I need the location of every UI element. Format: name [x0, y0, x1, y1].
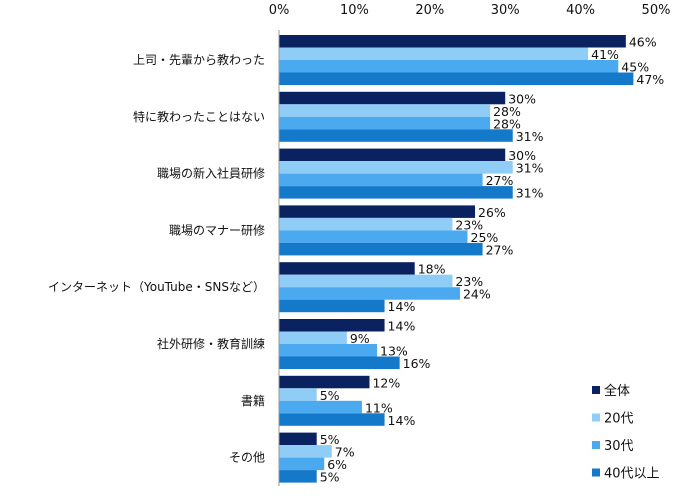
bar [279, 116, 491, 130]
bar [279, 262, 415, 275]
data-label: 45% [621, 60, 649, 75]
bar [279, 413, 385, 426]
category-label: インターネット（YouTube・SNSなど） [48, 280, 265, 294]
bar [279, 400, 362, 414]
legend-swatch [592, 386, 600, 394]
data-label: 28% [493, 104, 521, 119]
category-label: 上司・先輩から教わった [133, 52, 265, 67]
data-label: 41% [591, 47, 619, 62]
data-label: 25% [471, 230, 499, 245]
bar [279, 161, 513, 174]
bar [279, 129, 513, 142]
bar [279, 173, 483, 187]
x-tick-label: 10% [340, 3, 369, 18]
x-tick-label: 50% [642, 3, 671, 18]
data-label: 7% [335, 445, 355, 460]
x-tick-label: 40% [566, 3, 595, 18]
bar [279, 148, 506, 162]
data-label: 14% [388, 319, 416, 334]
legend-swatch [592, 413, 600, 422]
bar [279, 470, 317, 483]
data-label: 31% [516, 186, 544, 201]
data-label: 24% [463, 287, 491, 302]
bar [279, 242, 483, 256]
data-label: 13% [380, 344, 408, 359]
data-label: 6% [327, 457, 347, 472]
category-label: 書籍 [241, 393, 265, 408]
x-tick-label: 30% [491, 3, 520, 18]
data-label: 46% [629, 35, 657, 50]
data-label: 11% [365, 400, 393, 415]
legend-label: 20代 [604, 412, 634, 427]
category-label: 特に教わったことはない [133, 109, 265, 124]
data-label: 12% [372, 375, 400, 390]
data-label: 14% [388, 413, 416, 428]
bar [279, 287, 460, 300]
x-tick-label: 20% [415, 3, 444, 18]
data-label: 5% [320, 470, 340, 485]
data-label: 23% [455, 274, 483, 289]
data-label: 5% [320, 388, 340, 403]
legend-label: 全体 [604, 383, 630, 399]
bar [279, 186, 513, 199]
category-label: 職場の新入社員研修 [157, 166, 265, 181]
data-label: 27% [486, 242, 514, 257]
category-label: 社外研修・教育訓練 [157, 336, 265, 351]
bar [279, 445, 332, 458]
bar [279, 457, 325, 471]
bar [279, 274, 453, 288]
bar [279, 60, 619, 73]
bar [279, 72, 634, 85]
data-label: 14% [388, 299, 416, 314]
data-label: 23% [455, 217, 483, 232]
bar [279, 344, 378, 357]
data-label: 26% [478, 205, 506, 220]
data-label: 30% [508, 148, 536, 163]
bar [279, 375, 370, 389]
bar [279, 331, 347, 344]
bar [279, 356, 400, 369]
legend-swatch [592, 441, 600, 449]
category-label: その他 [229, 451, 265, 465]
bar [279, 230, 468, 243]
bar [279, 91, 506, 105]
data-label: 47% [636, 72, 664, 87]
data-label: 9% [350, 331, 370, 346]
legend-swatch [592, 468, 600, 477]
data-label: 5% [320, 432, 340, 447]
bar [279, 104, 491, 117]
bar [279, 432, 317, 446]
data-label: 31% [516, 161, 544, 176]
data-label: 18% [418, 262, 446, 277]
x-tick-label: 0% [269, 3, 290, 18]
legend-label: 30代 [604, 439, 634, 454]
bar [279, 35, 626, 48]
bar [279, 299, 385, 313]
data-label: 27% [486, 173, 514, 188]
data-label: 28% [493, 116, 521, 131]
bar [279, 217, 453, 231]
bar [279, 47, 589, 60]
data-label: 16% [403, 356, 431, 371]
legend-label: 40代以上 [604, 467, 660, 482]
data-label: 31% [516, 129, 544, 144]
bar [279, 205, 476, 218]
bar [279, 319, 385, 332]
bar [279, 388, 317, 401]
data-label: 30% [508, 91, 536, 106]
category-label: 職場のマナー研修 [169, 222, 265, 237]
